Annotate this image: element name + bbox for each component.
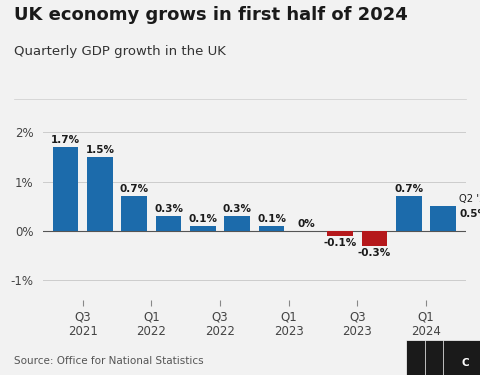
Text: -0.1%: -0.1% [324,238,357,248]
Text: -0.3%: -0.3% [358,248,391,258]
Bar [87,157,113,231]
Bar [53,147,78,231]
Bar [121,196,147,231]
Text: Q2 '24: Q2 '24 [459,194,480,204]
Text: UK economy grows in first half of 2024: UK economy grows in first half of 2024 [14,6,408,24]
Text: Quarterly GDP growth in the UK: Quarterly GDP growth in the UK [14,45,226,58]
Text: B: B [444,358,451,368]
Text: 1.5%: 1.5% [85,145,114,155]
Bar [190,226,216,231]
Text: 0.7%: 0.7% [395,184,423,194]
Bar [431,206,456,231]
Bar [362,231,387,246]
Text: B: B [425,358,433,368]
Text: 0.3%: 0.3% [154,204,183,214]
Text: 0.3%: 0.3% [223,204,252,214]
Bar [327,231,353,236]
Text: 0.7%: 0.7% [120,184,149,194]
Bar [156,216,181,231]
Text: 1.7%: 1.7% [51,135,80,145]
Bar [224,216,250,231]
Bar [396,196,422,231]
Text: 0.1%: 0.1% [257,214,286,224]
Text: C: C [462,358,469,368]
Text: 0.1%: 0.1% [188,214,217,224]
Text: 0%: 0% [297,219,315,229]
Text: Source: Office for National Statistics: Source: Office for National Statistics [14,356,204,366]
Text: 0.5%: 0.5% [459,209,480,219]
Bar [259,226,285,231]
